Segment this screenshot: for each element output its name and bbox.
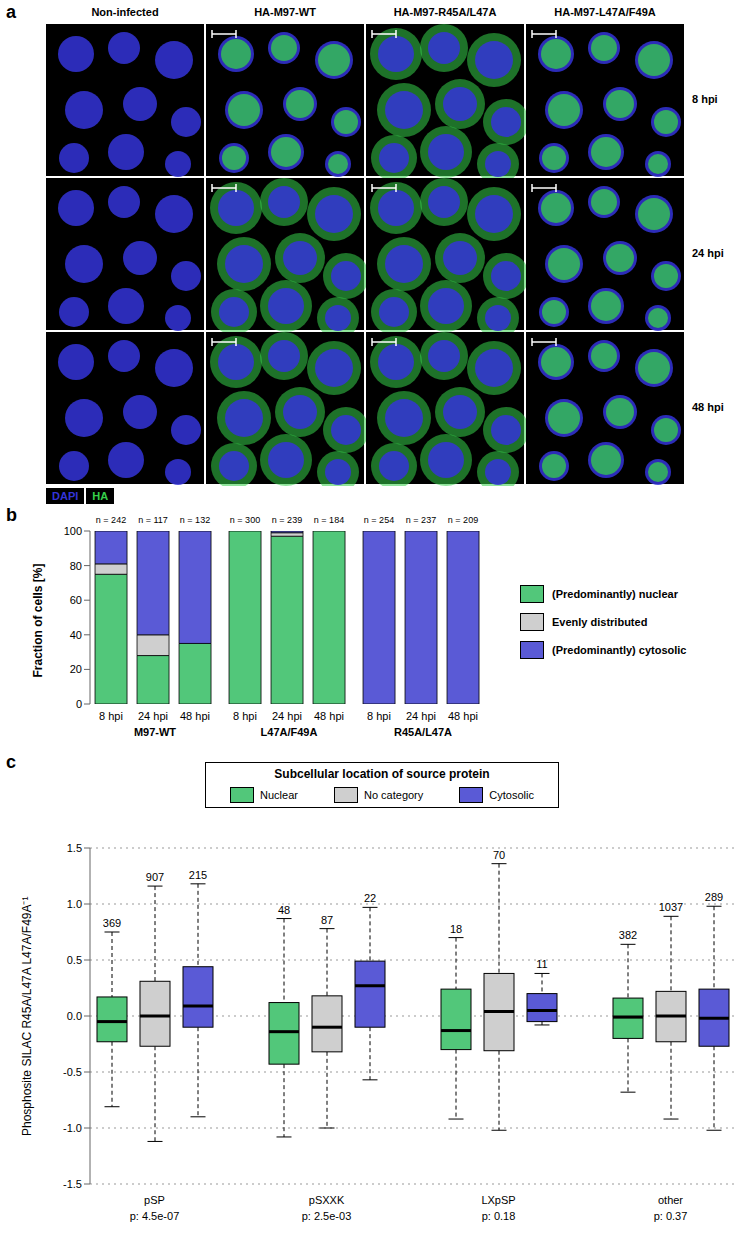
html-text:Evenly distributed: Evenly distributed — [552, 616, 648, 628]
svg-text:n = 254: n = 254 — [364, 515, 394, 525]
svg-text:p: 0.18: p: 0.18 — [482, 1210, 516, 1222]
svg-text:369: 369 — [103, 917, 121, 929]
html-text:Subcellular location of source: Subcellular location of source protein — [274, 767, 490, 781]
html-text:Cytosolic: Cytosolic — [489, 789, 534, 801]
svg-text:n = 209: n = 209 — [448, 515, 478, 525]
svg-text:18: 18 — [450, 923, 462, 935]
svg-text:-1.0: -1.0 — [63, 1122, 82, 1134]
svg-text:p: 4.5e-07: p: 4.5e-07 — [130, 1210, 180, 1222]
svg-text:100: 100 — [64, 525, 82, 537]
svg-text:215: 215 — [189, 869, 207, 881]
html-text:48 hpi: 48 hpi — [692, 401, 724, 413]
html-text:8 hpi: 8 hpi — [692, 93, 718, 105]
svg-text:n = 237: n = 237 — [406, 515, 436, 525]
html-text:DAPI: DAPI — [52, 490, 79, 502]
svg-text:24 hpi: 24 hpi — [138, 710, 168, 722]
html-text:24 hpi: 24 hpi — [692, 247, 724, 259]
svg-text:-0.5: -0.5 — [63, 1066, 82, 1078]
svg-text:289: 289 — [705, 891, 723, 903]
svg-text:n = 184: n = 184 — [314, 515, 344, 525]
html-text:(Predominantly) cytosolic: (Predominantly) cytosolic — [552, 644, 687, 656]
svg-text:48 hpi: 48 hpi — [180, 710, 210, 722]
html-text:M97-WT: M97-WT — [133, 726, 177, 738]
svg-text:48 hpi: 48 hpi — [314, 710, 344, 722]
html-text:Nuclear: Nuclear — [260, 789, 298, 801]
svg-text:1037: 1037 — [659, 901, 683, 913]
svg-text:0.0: 0.0 — [67, 1010, 82, 1022]
svg-text:pSP: pSP — [144, 1194, 165, 1206]
svg-text:20: 20 — [70, 663, 82, 675]
html-text:Non-infected: Non-infected — [91, 6, 159, 18]
svg-text:Fraction of cells [%]: Fraction of cells [%] — [31, 563, 45, 677]
svg-text:other: other — [658, 1194, 683, 1206]
html-text:R45A/L47A: R45A/L47A — [394, 726, 452, 738]
svg-text:LXpSP: LXpSP — [481, 1194, 515, 1206]
svg-text:80: 80 — [70, 560, 82, 572]
svg-text:0.5: 0.5 — [67, 954, 82, 966]
svg-text:11: 11 — [536, 958, 547, 970]
svg-text:pSXXK: pSXXK — [309, 1194, 345, 1206]
svg-text:8 hpi: 8 hpi — [99, 710, 123, 722]
html-text:HA-M97-WT: HA-M97-WT — [254, 6, 316, 18]
html-text:b: b — [6, 505, 17, 525]
svg-text:1.0: 1.0 — [67, 898, 82, 910]
html-text:a: a — [6, 2, 16, 22]
svg-text:n = 242: n = 242 — [96, 515, 126, 525]
svg-text:40: 40 — [70, 629, 82, 641]
svg-text:87: 87 — [321, 914, 333, 926]
html-text:c: c — [6, 752, 16, 772]
svg-text:1.5: 1.5 — [67, 842, 82, 854]
html-text:(Predominantly) nuclear: (Predominantly) nuclear — [552, 588, 678, 600]
svg-text:382: 382 — [619, 929, 637, 941]
svg-text:p: 0.37: p: 0.37 — [654, 1210, 688, 1222]
svg-text:-1.5: -1.5 — [63, 1178, 82, 1190]
svg-text:907: 907 — [146, 871, 164, 883]
svg-text:p: 2.5e-03: p: 2.5e-03 — [302, 1210, 352, 1222]
svg-text:24 hpi: 24 hpi — [406, 710, 436, 722]
svg-text:60: 60 — [70, 594, 82, 606]
svg-text:Phosphosite SILAC R45A/L47A L4: Phosphosite SILAC R45A/L47A L47A/F49A⁻¹ — [20, 897, 34, 1136]
svg-text:48 hpi: 48 hpi — [448, 710, 478, 722]
svg-text:n = 117: n = 117 — [138, 515, 168, 525]
svg-text:8 hpi: 8 hpi — [233, 710, 257, 722]
html-text:No category: No category — [364, 789, 424, 801]
svg-text:24 hpi: 24 hpi — [272, 710, 302, 722]
svg-text:70: 70 — [493, 849, 505, 861]
svg-text:n = 300: n = 300 — [230, 515, 260, 525]
svg-text:8 hpi: 8 hpi — [367, 710, 391, 722]
html-text:HA-M97-R45A/L47A: HA-M97-R45A/L47A — [393, 6, 497, 18]
svg-text:48: 48 — [278, 904, 290, 916]
html-text:L47A/F49A: L47A/F49A — [260, 726, 318, 738]
svg-text:n = 239: n = 239 — [272, 515, 302, 525]
svg-text:22: 22 — [364, 892, 376, 904]
svg-text:0: 0 — [76, 698, 82, 710]
html-text:HA: HA — [92, 490, 109, 502]
svg-text:n = 132: n = 132 — [180, 515, 210, 525]
html-text:HA-M97-L47A/F49A: HA-M97-L47A/F49A — [554, 6, 656, 18]
